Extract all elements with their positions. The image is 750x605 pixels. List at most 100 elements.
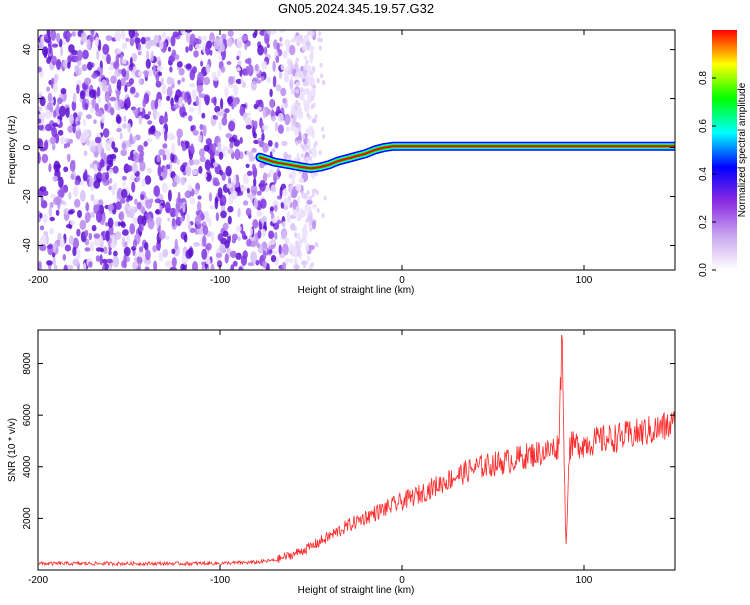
noise-cell	[213, 181, 221, 186]
noise-cell	[245, 124, 252, 130]
noise-cell	[216, 111, 222, 116]
noise-cell	[102, 263, 106, 270]
noise-cell	[109, 96, 117, 102]
noise-cell	[158, 252, 164, 262]
noise-cell	[260, 76, 265, 82]
noise-cell	[253, 197, 258, 209]
noise-cell	[156, 66, 164, 71]
noise-cell	[188, 222, 192, 231]
noise-cell	[267, 108, 271, 115]
noise-cell	[220, 205, 226, 212]
noise-cell	[322, 133, 326, 139]
noise-cell	[269, 206, 274, 212]
noise-cell	[285, 257, 290, 263]
noise-cell	[170, 171, 176, 178]
noise-cell	[69, 114, 74, 125]
noise-cell	[265, 186, 270, 192]
noise-cell	[112, 255, 120, 268]
noise-cell	[182, 201, 186, 213]
noise-cell	[224, 108, 230, 114]
noise-cell	[311, 146, 317, 159]
spectrogram-x-tick-label: 100	[576, 275, 593, 286]
noise-cell	[299, 95, 305, 101]
noise-cell	[259, 218, 266, 223]
noise-cell	[95, 36, 99, 47]
noise-cell	[167, 189, 172, 202]
noise-cell	[275, 84, 282, 92]
noise-cell	[53, 74, 58, 85]
noise-cell	[295, 72, 299, 77]
noise-cell	[303, 223, 308, 230]
noise-cell	[261, 60, 268, 70]
noise-cell	[158, 149, 166, 156]
noise-cell	[189, 197, 196, 205]
noise-cell	[245, 207, 252, 217]
noise-cell	[101, 166, 106, 171]
noise-cell	[116, 128, 122, 132]
noise-cell	[205, 63, 210, 74]
noise-cell	[198, 104, 202, 115]
noise-cell	[309, 155, 313, 161]
noise-cell	[113, 250, 118, 257]
noise-cell	[313, 188, 317, 194]
noise-cell	[262, 172, 268, 183]
noise-cell	[115, 220, 119, 227]
noise-cell	[128, 30, 135, 39]
noise-cell	[138, 115, 143, 125]
noise-cell	[46, 86, 51, 92]
noise-cell	[194, 43, 202, 50]
noise-cell	[309, 78, 315, 87]
noise-cell	[297, 157, 301, 163]
noise-cell	[311, 118, 317, 124]
noise-cell	[52, 122, 59, 128]
noise-cell	[108, 65, 115, 71]
noise-cell	[236, 67, 241, 72]
noise-cell	[261, 132, 265, 142]
noise-cell	[155, 216, 162, 226]
noise-cell	[167, 217, 171, 222]
noise-cell	[129, 57, 133, 68]
noise-cell	[277, 219, 282, 224]
noise-cell	[214, 197, 219, 210]
noise-cell	[117, 49, 122, 54]
noise-cell	[198, 134, 203, 143]
noise-cell	[319, 37, 323, 43]
noise-cell	[295, 99, 299, 105]
noise-cell	[147, 69, 153, 77]
noise-cell	[90, 145, 97, 153]
noise-cell	[77, 210, 82, 218]
noise-cell	[289, 44, 296, 56]
noise-cell	[184, 93, 188, 103]
noise-cell	[133, 239, 137, 249]
noise-cell	[257, 230, 262, 239]
noise-cell	[126, 123, 131, 133]
noise-cell	[170, 135, 176, 140]
noise-cell	[59, 186, 65, 199]
noise-cell	[93, 199, 99, 205]
noise-cell	[188, 107, 195, 113]
noise-cell	[235, 78, 243, 85]
noise-cell	[78, 111, 83, 117]
noise-cell	[249, 227, 253, 236]
noise-cell	[142, 98, 146, 108]
noise-cell	[239, 105, 244, 117]
noise-cell	[41, 234, 47, 247]
noise-cell	[69, 220, 76, 226]
noise-cell	[65, 224, 72, 229]
noise-cell	[310, 262, 314, 268]
spectrogram-y-tick-label: 20	[22, 93, 33, 105]
noise-cell	[216, 141, 222, 153]
noise-cell	[63, 208, 70, 215]
noise-cell	[246, 187, 250, 194]
noise-cell	[57, 129, 64, 136]
spectrogram-y-tick-label: 0	[22, 144, 33, 150]
noise-cell	[274, 141, 279, 149]
noise-cell	[212, 161, 219, 168]
noise-cell	[311, 192, 315, 198]
noise-cell	[120, 221, 125, 227]
noise-cell	[271, 148, 276, 153]
noise-cell	[144, 114, 150, 120]
noise-cell	[198, 86, 202, 98]
noise-cell	[120, 77, 126, 87]
noise-cell	[173, 244, 180, 257]
